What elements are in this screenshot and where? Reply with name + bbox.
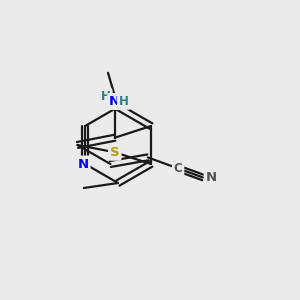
Text: N: N (206, 171, 217, 184)
Text: N: N (109, 95, 120, 108)
Text: C: C (174, 162, 182, 175)
Text: N: N (77, 158, 89, 170)
Text: H: H (101, 90, 111, 103)
Text: S: S (110, 146, 120, 159)
Text: H: H (119, 95, 129, 108)
